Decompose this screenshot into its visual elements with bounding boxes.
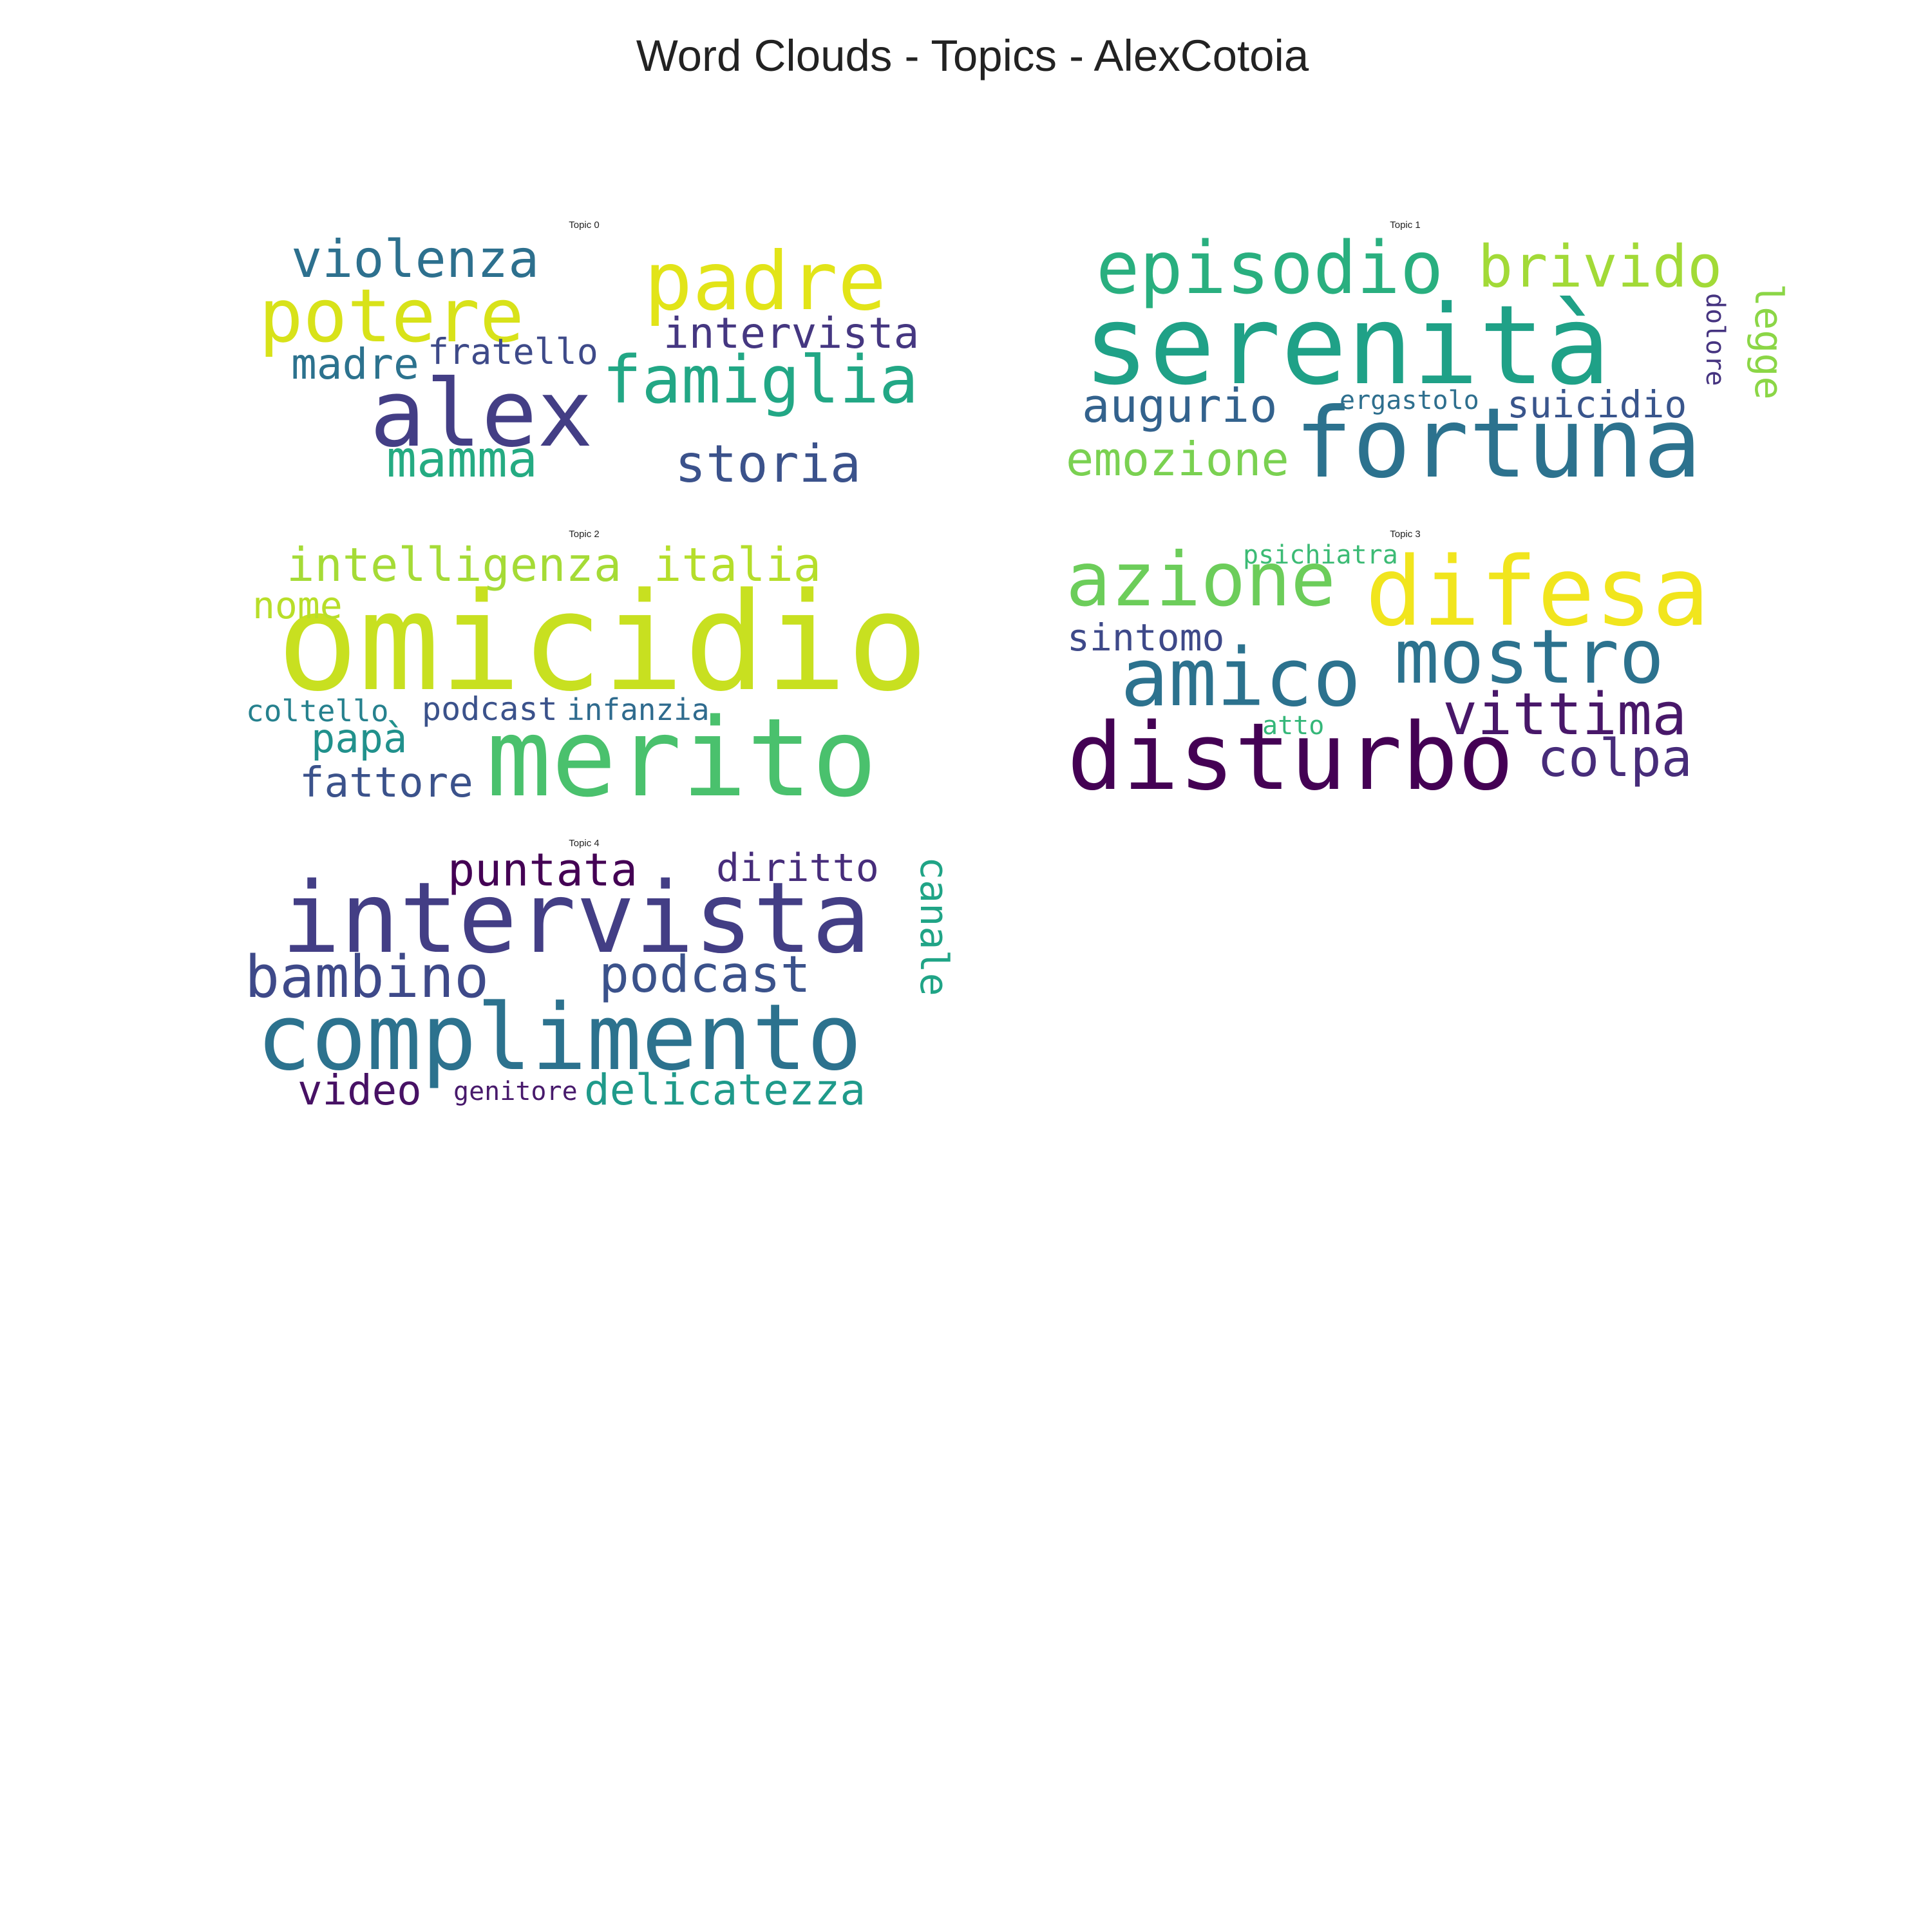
word-complimento: complimento <box>256 985 862 1091</box>
word-sintomo: sintomo <box>1067 616 1224 659</box>
word-psichiatra: psichiatra <box>1243 540 1398 570</box>
topic-0-panel: Topic 0 alex padre potere famiglia violenza s… <box>259 220 919 494</box>
word-podcast: podcast <box>422 690 558 728</box>
topic-3-title: Topic 3 <box>1390 529 1421 540</box>
word-intervista: intervista <box>281 861 871 975</box>
topic-3-panel: Topic 3 difesa azione amico mostrodisturbov… <box>1066 529 1710 811</box>
word-fratello: fratello <box>428 331 598 372</box>
word-intervista: intervista <box>663 308 919 358</box>
word-suicidio: suicidio <box>1507 383 1687 426</box>
word-episodio: episodio <box>1096 227 1443 310</box>
word-genitore: genitore <box>453 1077 578 1106</box>
word-famiglia: famiglia <box>602 342 918 419</box>
word-video: video <box>298 1067 422 1115</box>
word-legge: legge <box>1746 283 1791 400</box>
word-alex: alex <box>370 359 593 468</box>
word-serenità: serenità <box>1083 282 1611 410</box>
word-colpa: colpa <box>1537 728 1692 788</box>
word-dolore: dolore <box>1700 293 1730 386</box>
word-canale: canale <box>911 857 956 996</box>
word-potere: potere <box>259 273 524 359</box>
word-puntata: puntata <box>448 844 638 896</box>
topic-1-title: Topic 1 <box>1390 220 1421 231</box>
figure-title: Word Clouds - Topics - AlexCotoia <box>636 31 1309 80</box>
topic-2-title: Topic 2 <box>569 529 600 540</box>
topic-4-title: Topic 4 <box>569 838 600 849</box>
word-infanzia: infanzia <box>567 692 710 727</box>
word-padre: padre <box>644 235 886 328</box>
word-madre: madre <box>291 339 419 389</box>
word-fattore: fattore <box>299 759 473 807</box>
word-ergastolo: ergastolo <box>1340 386 1479 415</box>
word-storia: storia <box>675 434 861 494</box>
word-atto: atto <box>1262 711 1324 741</box>
word-omicidio: omicidio <box>277 564 928 721</box>
word-nome: nome <box>252 583 343 627</box>
word-emozione: emozione <box>1066 432 1289 486</box>
word-delicatezza: delicatezza <box>584 1065 866 1115</box>
word-mamma: mamma <box>386 431 538 489</box>
word-coltello: coltello <box>246 694 389 728</box>
word-violenza: violenza <box>291 229 539 289</box>
word-augurio: augurio <box>1082 379 1277 433</box>
word-disturbo: disturbo <box>1067 703 1514 811</box>
word-diritto: diritto <box>716 846 879 891</box>
word-bambino: bambino <box>245 943 489 1011</box>
topic-0-title: Topic 0 <box>569 220 600 231</box>
word-intelligenza: intelligenza <box>287 538 621 592</box>
word-brivido: brivido <box>1478 233 1722 301</box>
word-difesa: difesa <box>1365 536 1710 647</box>
word-mostro: mostro <box>1394 614 1664 701</box>
word-podcast: podcast <box>599 946 811 1004</box>
word-azione: azione <box>1066 536 1336 623</box>
word-amico: amico <box>1121 632 1361 724</box>
word-fortuna: fortuna <box>1294 388 1701 500</box>
word-papà: papà <box>311 715 407 762</box>
word-italia: italia <box>654 538 821 592</box>
word-merito: merito <box>486 695 877 821</box>
word-vittima: vittima <box>1443 681 1687 748</box>
